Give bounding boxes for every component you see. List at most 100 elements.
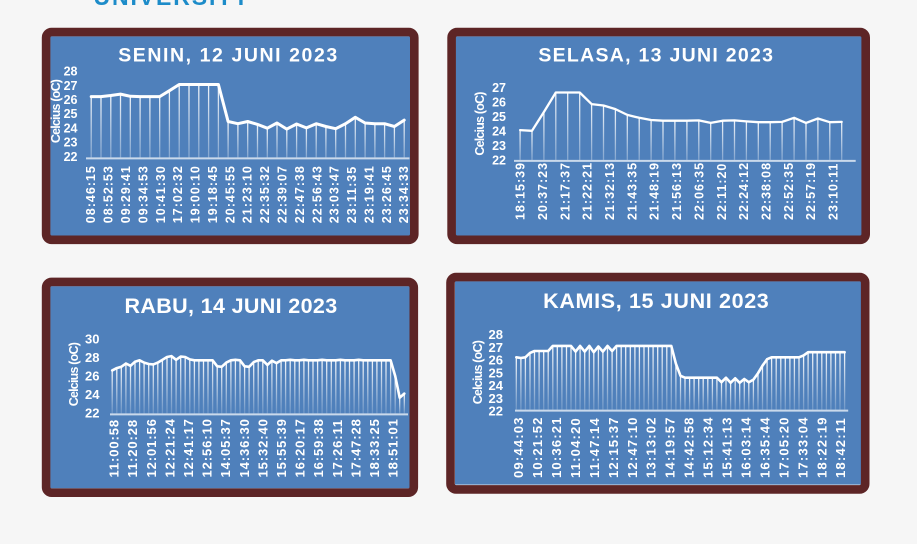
svg-text:18:51:01: 18:51:01 xyxy=(386,418,401,477)
svg-text:21:32:13: 21:32:13 xyxy=(603,162,617,220)
svg-text:18:22:19: 18:22:19 xyxy=(814,416,829,478)
svg-text:10:21:52: 10:21:52 xyxy=(530,416,545,478)
svg-text:16:20:17: 16:20:17 xyxy=(293,418,308,477)
svg-text:17:05:20: 17:05:20 xyxy=(776,416,791,478)
svg-text:26: 26 xyxy=(64,93,78,107)
svg-text:24: 24 xyxy=(85,387,100,402)
svg-text:23: 23 xyxy=(489,391,503,406)
svg-text:23:11:35: 23:11:35 xyxy=(345,166,359,223)
svg-text:KAMIS, 15 JUNI 2023: KAMIS, 15 JUNI 2023 xyxy=(543,289,769,313)
svg-text:12:47:10: 12:47:10 xyxy=(625,416,640,478)
svg-text:26: 26 xyxy=(489,353,503,368)
svg-text:15:55:39: 15:55:39 xyxy=(274,418,289,477)
svg-text:25: 25 xyxy=(64,107,78,121)
svg-text:22: 22 xyxy=(489,404,503,419)
svg-text:25: 25 xyxy=(489,365,503,380)
svg-text:09:44:03: 09:44:03 xyxy=(511,416,526,478)
svg-text:22:57:19: 22:57:19 xyxy=(804,162,818,220)
svg-text:22:47:38: 22:47:38 xyxy=(293,165,307,223)
svg-text:23:34:33: 23:34:33 xyxy=(397,165,411,223)
svg-text:28: 28 xyxy=(489,327,503,342)
svg-text:18:15:39: 18:15:39 xyxy=(514,162,528,220)
svg-text:11:04:20: 11:04:20 xyxy=(568,417,583,478)
svg-text:23:19:41: 23:19:41 xyxy=(362,165,376,223)
svg-text:Celcius (oC): Celcius (oC) xyxy=(473,92,487,156)
svg-text:10:36:21: 10:36:21 xyxy=(549,416,564,478)
svg-text:13:13:02: 13:13:02 xyxy=(644,416,659,478)
svg-text:11:00:58: 11:00:58 xyxy=(107,419,122,478)
svg-text:27: 27 xyxy=(492,81,506,95)
svg-text:12:15:37: 12:15:37 xyxy=(606,416,621,478)
svg-text:23: 23 xyxy=(492,139,506,153)
svg-text:24: 24 xyxy=(64,121,78,135)
svg-text:22: 22 xyxy=(85,406,99,421)
svg-text:10:41:30: 10:41:30 xyxy=(154,165,168,223)
svg-text:Celcius (oC): Celcius (oC) xyxy=(471,340,485,404)
svg-text:15:41:13: 15:41:13 xyxy=(720,416,735,478)
svg-text:23: 23 xyxy=(64,136,78,150)
svg-text:22:24:12: 22:24:12 xyxy=(737,162,751,220)
svg-text:26: 26 xyxy=(492,95,506,109)
svg-text:SENIN, 12 JUNI 2023: SENIN, 12 JUNI 2023 xyxy=(118,45,339,67)
svg-text:22:39:07: 22:39:07 xyxy=(276,165,290,223)
svg-text:17:33:04: 17:33:04 xyxy=(795,416,810,478)
svg-text:12:56:10: 12:56:10 xyxy=(200,418,215,477)
svg-text:28: 28 xyxy=(64,65,78,79)
svg-text:SELASA, 13 JUNI 2023: SELASA, 13 JUNI 2023 xyxy=(538,45,774,67)
svg-text:21:56:13: 21:56:13 xyxy=(670,162,684,220)
svg-text:30: 30 xyxy=(85,332,99,347)
svg-text:22:38:08: 22:38:08 xyxy=(760,162,774,220)
svg-text:RABU, 14 JUNI 2023: RABU, 14 JUNI 2023 xyxy=(124,294,337,318)
svg-text:15:32:40: 15:32:40 xyxy=(255,418,270,477)
svg-text:12:21:24: 12:21:24 xyxy=(162,418,177,477)
svg-text:11:47:14: 11:47:14 xyxy=(587,417,602,478)
svg-text:18:33:25: 18:33:25 xyxy=(367,418,382,477)
svg-text:Celcius (oC): Celcius (oC) xyxy=(49,79,63,143)
svg-text:22: 22 xyxy=(492,153,506,167)
svg-text:28: 28 xyxy=(85,350,99,365)
svg-text:19:18:45: 19:18:45 xyxy=(206,165,220,223)
svg-text:27: 27 xyxy=(489,340,503,355)
svg-text:21:22:21: 21:22:21 xyxy=(581,162,595,220)
svg-text:21:17:37: 21:17:37 xyxy=(558,162,572,220)
svg-text:12:01:56: 12:01:56 xyxy=(144,418,159,477)
svg-text:16:03:14: 16:03:14 xyxy=(739,416,754,478)
svg-text:22:56:43: 22:56:43 xyxy=(310,165,324,223)
svg-text:17:47:28: 17:47:28 xyxy=(348,418,363,477)
svg-text:08:52:53: 08:52:53 xyxy=(102,165,116,223)
svg-text:22:52:35: 22:52:35 xyxy=(782,162,796,220)
svg-text:15:12:34: 15:12:34 xyxy=(701,416,716,478)
svg-text:21:43:35: 21:43:35 xyxy=(625,162,639,220)
svg-text:14:19:57: 14:19:57 xyxy=(663,416,678,478)
svg-text:20:37:23: 20:37:23 xyxy=(536,162,550,220)
svg-text:18:42:11: 18:42:11 xyxy=(833,417,848,478)
svg-text:14:05:37: 14:05:37 xyxy=(218,418,233,477)
svg-text:24: 24 xyxy=(492,124,506,138)
svg-text:23:03:47: 23:03:47 xyxy=(328,165,342,223)
svg-text:09:34:53: 09:34:53 xyxy=(136,165,150,223)
svg-text:23:26:45: 23:26:45 xyxy=(380,165,394,223)
svg-text:24: 24 xyxy=(489,378,504,393)
svg-text:16:59:38: 16:59:38 xyxy=(311,418,326,477)
svg-text:08:46:15: 08:46:15 xyxy=(84,165,98,223)
svg-text:14:36:30: 14:36:30 xyxy=(237,418,252,477)
svg-text:14:42:58: 14:42:58 xyxy=(682,416,697,478)
svg-text:22:06:35: 22:06:35 xyxy=(692,162,706,220)
svg-text:09:29:41: 09:29:41 xyxy=(119,165,133,223)
svg-text:16:35:44: 16:35:44 xyxy=(757,416,772,478)
svg-text:19:00:10: 19:00:10 xyxy=(189,165,203,223)
svg-text:22:35:32: 22:35:32 xyxy=(258,165,272,223)
svg-text:27: 27 xyxy=(64,79,78,93)
svg-text:22: 22 xyxy=(64,150,78,164)
svg-text:17:02:32: 17:02:32 xyxy=(171,165,185,223)
svg-text:UNIVERSITY: UNIVERSITY xyxy=(94,0,251,10)
svg-text:12:41:17: 12:41:17 xyxy=(181,418,196,477)
svg-text:26: 26 xyxy=(85,369,99,384)
svg-text:22:11:20: 22:11:20 xyxy=(715,163,729,220)
svg-text:20:45:55: 20:45:55 xyxy=(223,165,237,223)
svg-text:21:23:10: 21:23:10 xyxy=(241,165,255,223)
svg-text:23:10:11: 23:10:11 xyxy=(827,163,841,220)
svg-text:25: 25 xyxy=(492,110,506,124)
svg-text:Celcius (oC): Celcius (oC) xyxy=(67,342,81,406)
svg-text:21:48:19: 21:48:19 xyxy=(648,162,662,220)
